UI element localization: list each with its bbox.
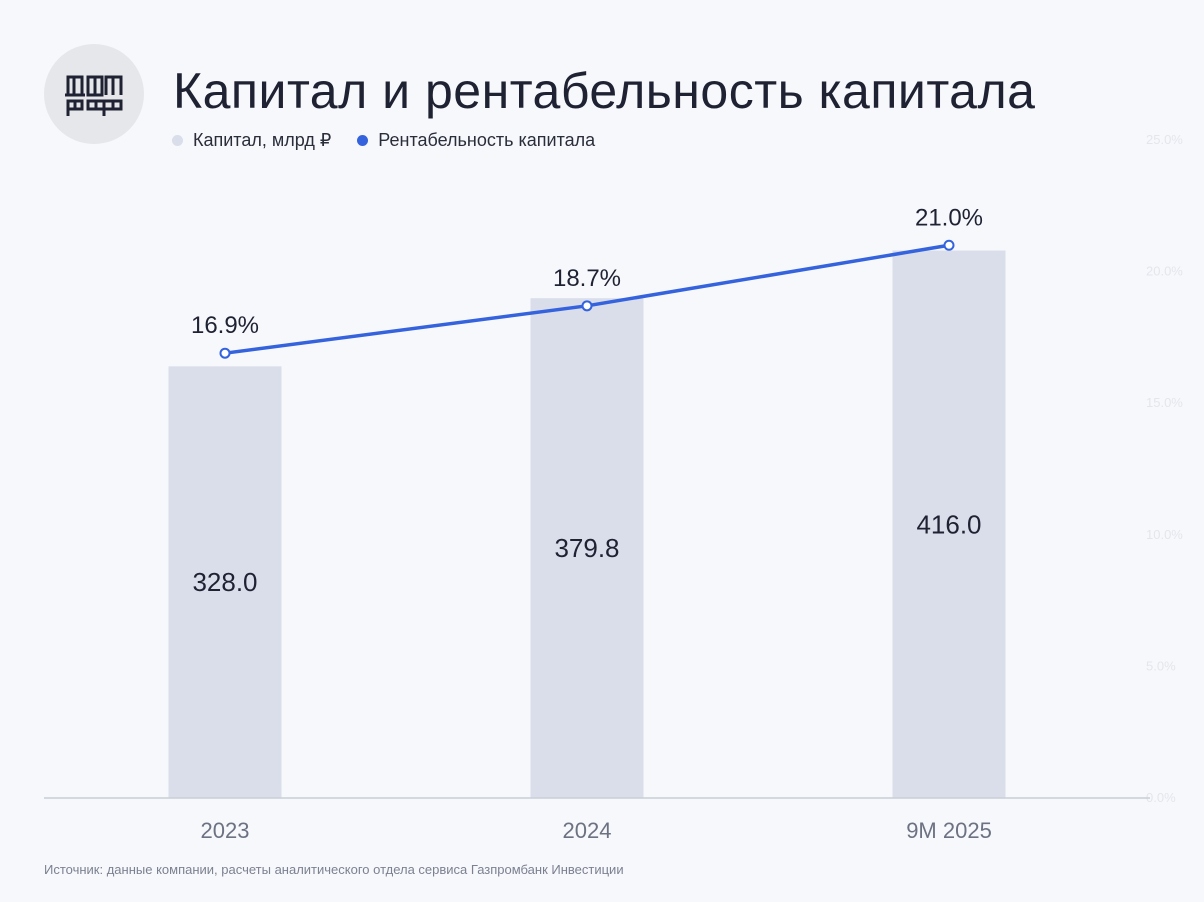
line-point-roe [943, 239, 955, 251]
legend-swatch-capital [172, 135, 183, 146]
legend-item-roe: Рентабельность капитала [357, 130, 595, 151]
bar-value-label: 328.0 [192, 567, 257, 597]
line-value-label: 18.7% [553, 265, 621, 292]
bar-value-label: 379.8 [554, 533, 619, 563]
right-axis-tick-label: 15.0% [1146, 395, 1183, 410]
x-axis-tick-label: 2023 [201, 818, 250, 843]
bar-capital [530, 298, 644, 798]
legend-swatch-roe [357, 135, 369, 146]
x-axis-tick-label: 2024 [563, 818, 612, 843]
legend-item-capital: Капитал, млрд ₽ [172, 130, 331, 151]
page-title: Капитал и рентабельность капитала [173, 63, 1036, 119]
right-axis-tick-label: 25.0% [1146, 132, 1183, 147]
dom-rf-logo-icon [65, 75, 123, 116]
logo [44, 44, 144, 144]
right-axis-tick-label: 0.0% [1146, 790, 1176, 805]
x-axis-tick-label: 9M 2025 [906, 818, 992, 843]
source-note: Источник: данные компании, расчеты анали… [44, 862, 624, 877]
line-point-roe [219, 347, 231, 359]
bar-capital [168, 366, 282, 798]
legend: Капитал, млрд ₽ Рентабельность капитала [172, 130, 595, 151]
bar-value-label: 416.0 [916, 509, 981, 539]
legend-label-roe: Рентабельность капитала [378, 130, 596, 150]
right-axis-tick-label: 10.0% [1146, 527, 1183, 542]
line-value-label: 21.0% [915, 204, 983, 231]
right-axis-tick-label: 5.0% [1146, 658, 1176, 673]
right-axis-tick-label: 20.0% [1146, 264, 1183, 279]
legend-label-capital: Капитал, млрд ₽ [193, 130, 332, 150]
line-value-label: 16.9% [191, 312, 259, 339]
line-point-roe [581, 300, 593, 312]
bar-capital [892, 250, 1006, 798]
